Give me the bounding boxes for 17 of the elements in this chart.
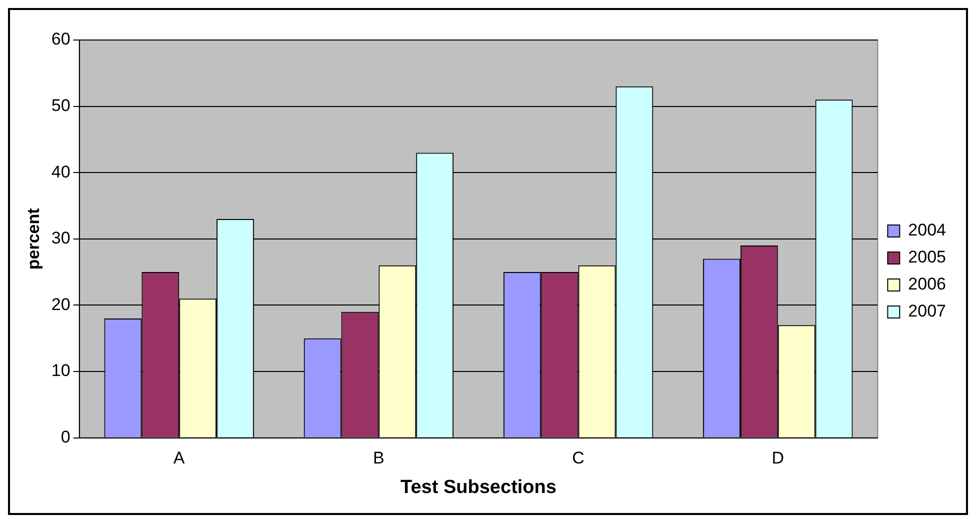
x-tick-label: D	[772, 448, 784, 468]
y-tick-label: 0	[60, 427, 70, 446]
y-axis-title: percent	[24, 208, 43, 270]
x-axis-title: Test Subsections	[400, 476, 556, 498]
x-tick-label: A	[173, 448, 186, 468]
legend-label: 2005	[908, 248, 946, 267]
y-tick-label: 20	[51, 294, 70, 314]
x-tick-label: B	[373, 448, 384, 468]
legend-label: 2006	[908, 274, 946, 294]
y-tick-label: 30	[51, 228, 70, 248]
y-tick-label: 10	[51, 361, 70, 380]
legend-label: 2004	[908, 220, 946, 240]
y-tick-label: 60	[51, 30, 70, 49]
x-tick-label: C	[572, 448, 584, 468]
legend-label: 2007	[908, 302, 946, 321]
y-tick-label: 50	[51, 96, 70, 115]
y-tick-label: 40	[51, 162, 70, 182]
